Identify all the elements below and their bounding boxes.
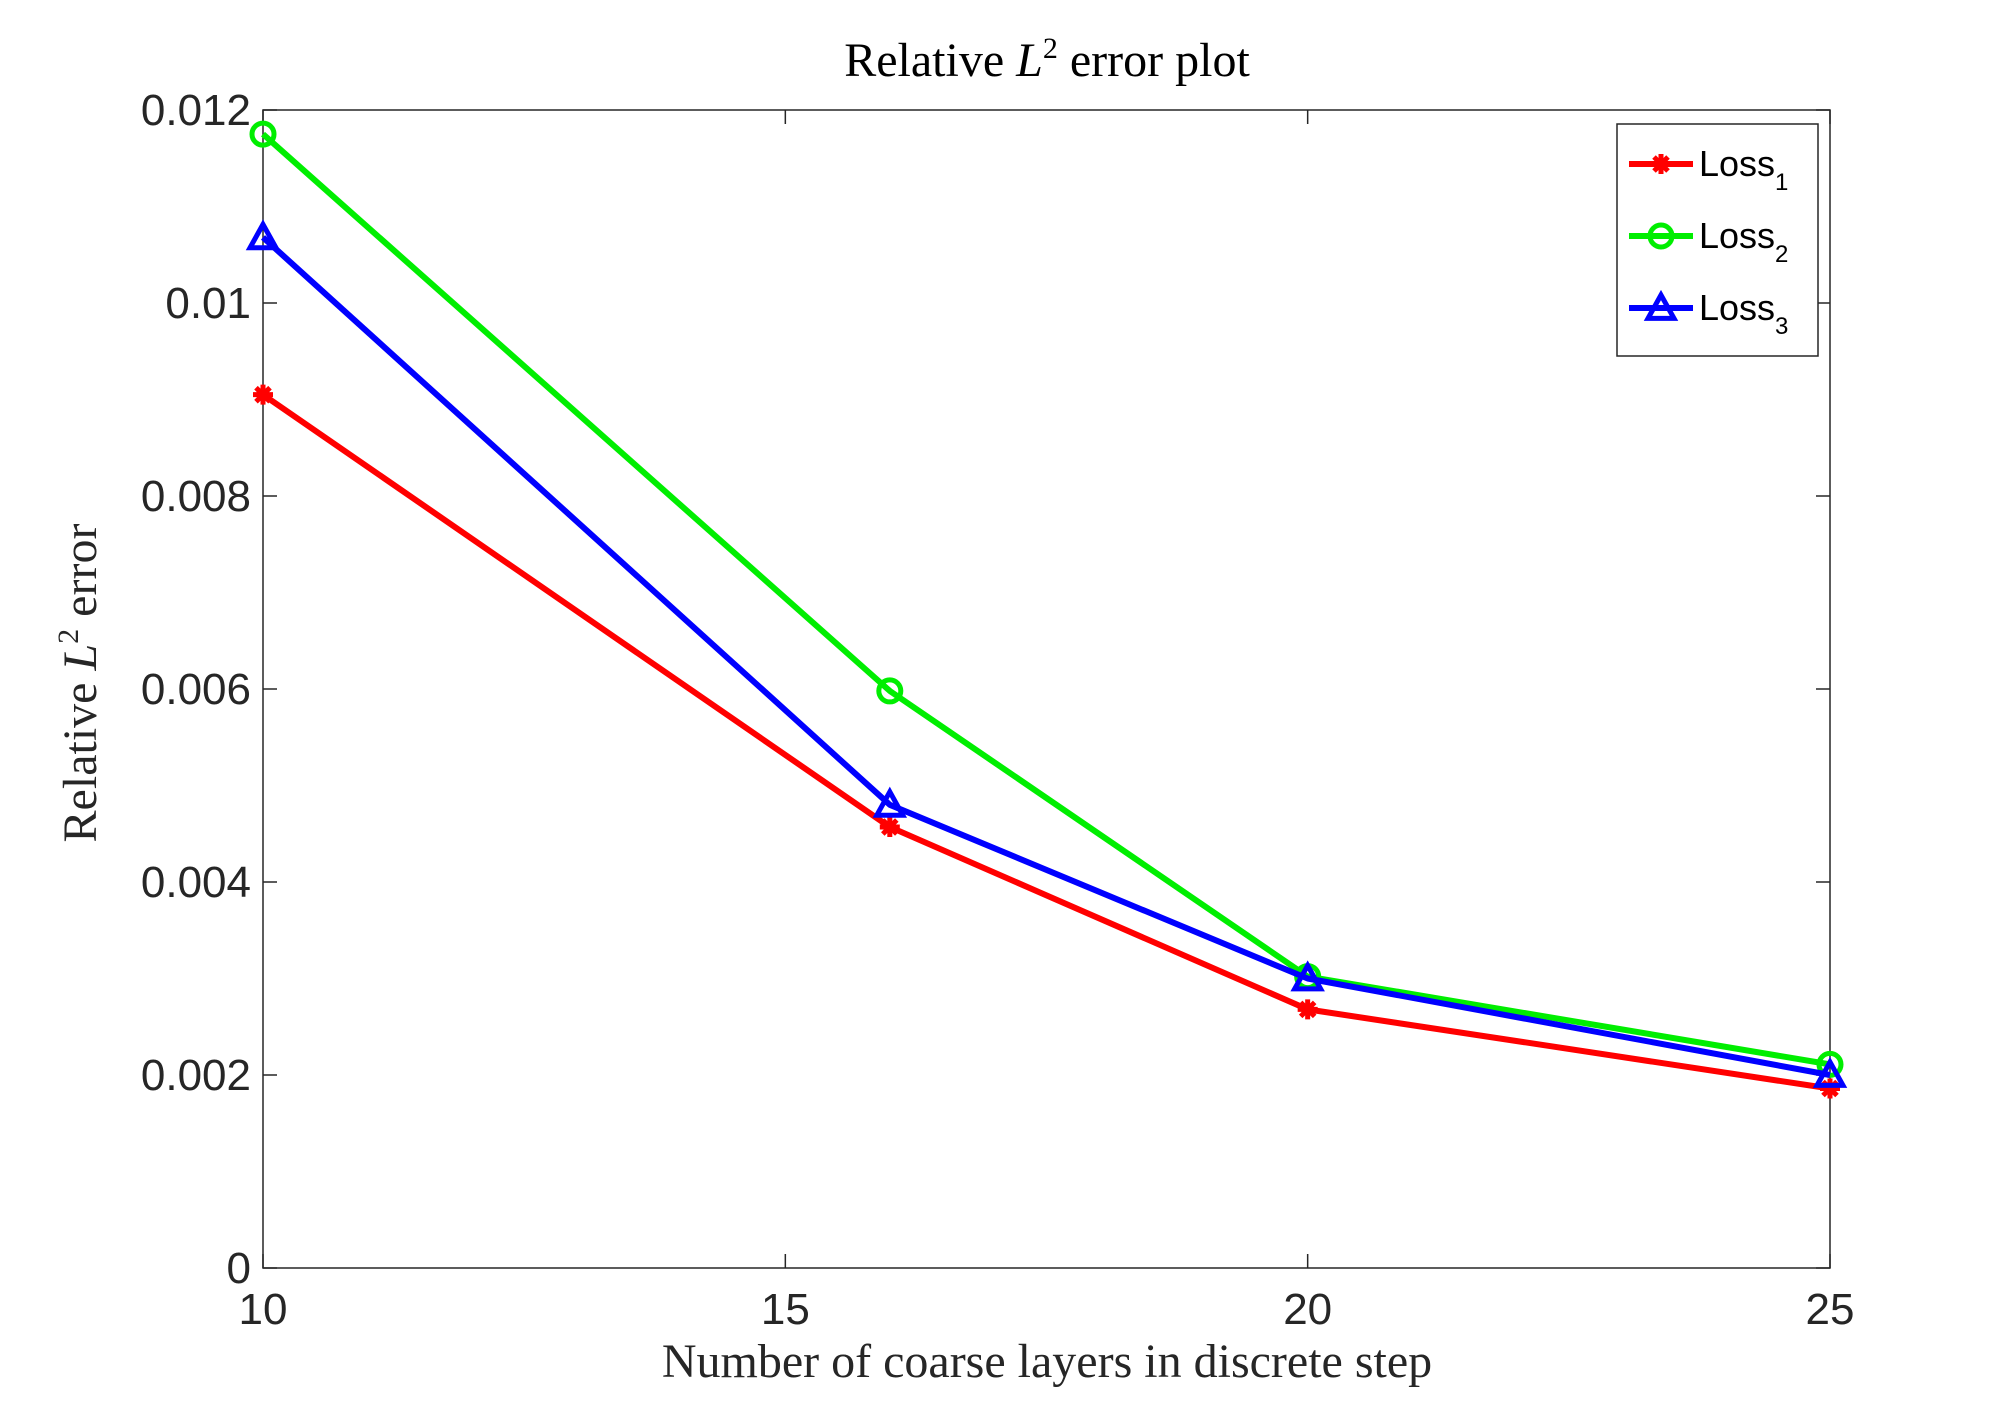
- y-tick-label: 0.01: [165, 279, 251, 328]
- chart-title-superscript: 2: [1043, 32, 1058, 65]
- series-1-line: [261, 392, 1831, 1092]
- legend-item-1: Loss1: [1629, 143, 1788, 196]
- y-axis-label: Relative L2 error: [52, 524, 107, 843]
- x-tick-label: 15: [761, 1285, 810, 1334]
- y-axis-label-suffix: error: [54, 524, 107, 629]
- legend-swatch-marker-shape: [1643, 289, 1679, 321]
- plot-box: [262, 109, 1831, 1269]
- series-1: [253, 384, 1840, 1099]
- series-1-point: [1820, 1078, 1840, 1099]
- series-3-point-shape: [1290, 960, 1325, 992]
- x-tick-label: 10: [239, 1285, 288, 1334]
- legend-label-name: Loss: [1699, 215, 1775, 256]
- series-3-point-shape: [1812, 1056, 1848, 1088]
- series-2-point: [249, 120, 277, 148]
- chart-title-prefix: Relative: [844, 34, 1016, 87]
- y-axis-label-prefix: Relative: [54, 671, 107, 843]
- legend-label-name: Loss: [1699, 143, 1775, 184]
- plot-area: [262, 109, 1831, 1269]
- legend-label-name: Loss: [1699, 287, 1775, 328]
- series-3-point: [872, 786, 908, 818]
- y-axis-label-superscript: 2: [52, 629, 85, 644]
- chart-title: Relative L2 error plot: [844, 32, 1250, 87]
- series-layer: [245, 120, 1848, 1099]
- y-tick-label: 0.006: [141, 665, 251, 714]
- series-1-point: [879, 816, 900, 837]
- series-3-line: [260, 235, 1831, 1078]
- series-2-point: [1816, 1050, 1844, 1078]
- y-tick-label: 0.004: [141, 858, 251, 907]
- legend-swatch-marker-shape: [1651, 154, 1671, 174]
- series-2-point-shape: [249, 120, 277, 148]
- series-3: [245, 219, 1848, 1088]
- legend-item-3: Loss3: [1629, 287, 1788, 340]
- series-1-point: [1297, 999, 1318, 1020]
- legend-swatch-marker: [1647, 222, 1675, 250]
- legend-swatch-marker-shape: [1647, 222, 1675, 250]
- series-1-point-shape: [253, 384, 273, 405]
- y-axis-label-symbol: L: [54, 644, 107, 672]
- legend-swatch-marker: [1651, 154, 1671, 174]
- series-2-point-shape: [876, 677, 904, 705]
- legend-label: Loss2: [1699, 215, 1788, 268]
- y-tick-label: 0.002: [141, 1051, 251, 1100]
- series-2-point: [876, 677, 904, 705]
- series-3-point: [1812, 1056, 1848, 1088]
- axis-ticks: 10 15 20 25 0 0.002 0.004 0.006 0.008 0.01 0.012: [141, 86, 1855, 1334]
- series-1-point-shape: [1820, 1078, 1840, 1099]
- chart-title-symbol: L: [1015, 34, 1043, 87]
- series-1-point-shape: [1297, 999, 1318, 1020]
- y-tick-label: 0.012: [141, 86, 251, 135]
- legend-label-subscript: 1: [1775, 169, 1788, 196]
- chart-title-suffix: error plot: [1058, 34, 1251, 87]
- legend-label-subscript: 3: [1775, 313, 1788, 340]
- legend-item-2: Loss2: [1629, 215, 1788, 268]
- series-2-point-shape: [1816, 1050, 1844, 1078]
- series-3-point: [1290, 960, 1325, 992]
- series-3-point: [245, 219, 281, 251]
- legend-label: Loss1: [1699, 143, 1788, 196]
- series-2-line: [261, 131, 1831, 1068]
- y-tick-label: 0: [227, 1244, 251, 1293]
- series-1-point-shape: [879, 816, 900, 837]
- x-tick-label: 25: [1806, 1285, 1855, 1334]
- series-1-point: [253, 384, 273, 405]
- legend-label-subscript: 2: [1775, 241, 1788, 268]
- series-3-point-shape: [872, 786, 908, 818]
- y-tick-label: 0.008: [141, 472, 251, 521]
- legend-swatch-marker: [1643, 289, 1679, 321]
- legend-label: Loss3: [1699, 287, 1788, 340]
- x-tick-label: 20: [1283, 1285, 1332, 1334]
- series-3-point-shape: [245, 219, 281, 251]
- x-axis-label: Number of coarse layers in discrete step: [662, 1335, 1432, 1388]
